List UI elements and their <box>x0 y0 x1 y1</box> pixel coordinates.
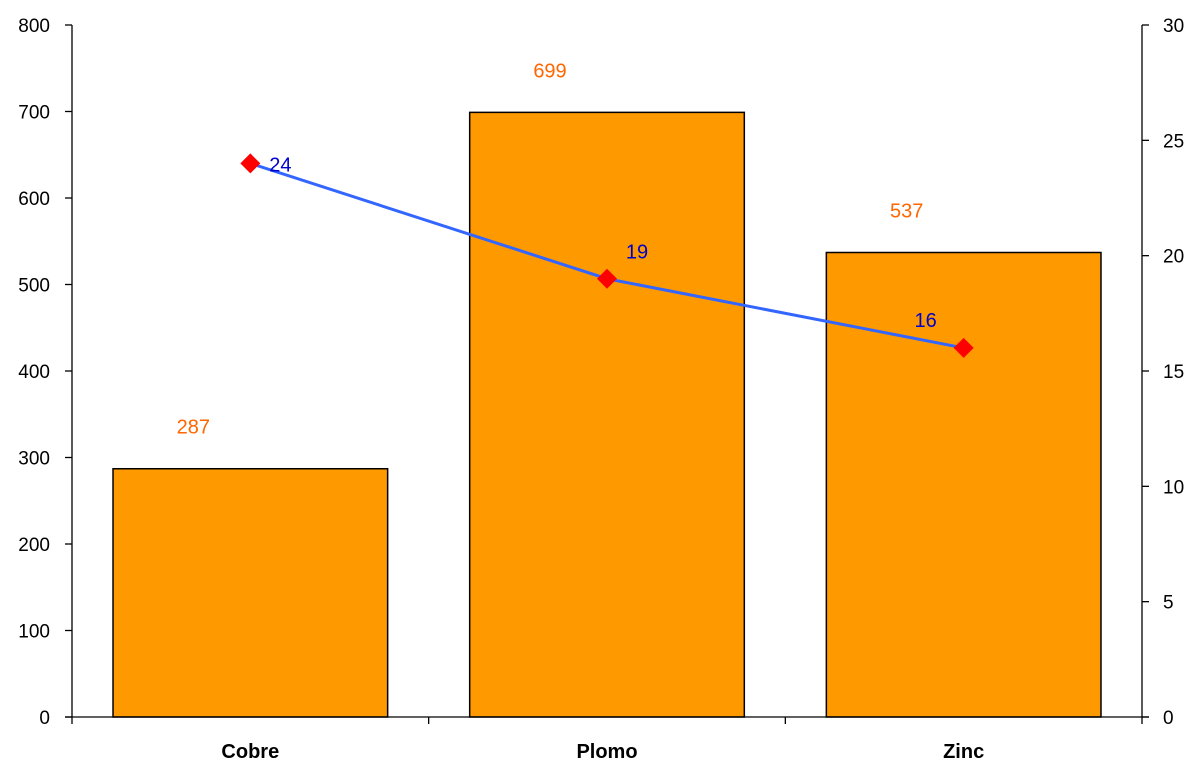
category-label: Plomo <box>576 741 637 763</box>
line-value-label: 24 <box>269 154 291 176</box>
left-tick-label: 500 <box>18 276 50 297</box>
right-tick-label: 5 <box>1163 593 1174 614</box>
bar-plomo <box>468 111 746 718</box>
line-marker <box>953 337 974 358</box>
data-labels: 287 699 537 24 19 16 <box>177 60 937 438</box>
left-tick-label: 700 <box>18 103 50 124</box>
line-marker <box>240 153 261 174</box>
right-tick-label: 0 <box>1163 708 1174 729</box>
bar-value-label: 699 <box>533 60 566 82</box>
right-tick-label: 30 <box>1163 16 1184 37</box>
line-value-label: 19 <box>626 242 648 264</box>
bar-series <box>112 111 1102 718</box>
right-tick-label: 15 <box>1163 362 1184 383</box>
line-marker <box>597 268 617 289</box>
left-tick-label: 800 <box>18 16 50 37</box>
line-value-label: 16 <box>915 310 937 332</box>
right-tick-label: 20 <box>1163 247 1184 268</box>
category-label: Cobre <box>221 741 279 763</box>
bar-cobre <box>112 467 389 718</box>
left-tick-label: 600 <box>18 189 50 210</box>
left-tick-label: 200 <box>18 535 50 556</box>
right-tick-label: 10 <box>1163 477 1184 498</box>
category-label: Zinc <box>943 741 984 763</box>
left-tick-label: 0 <box>39 708 50 729</box>
line-series <box>240 153 974 358</box>
axes: 0 100 200 300 400 500 600 700 800 0 5 10 15 20 25 30 Cob… <box>18 16 1184 763</box>
bar-value-label: 287 <box>177 417 210 439</box>
left-tick-label: 400 <box>18 362 50 383</box>
bar-value-label: 537 <box>890 200 923 222</box>
left-tick-label: 100 <box>18 622 50 643</box>
left-tick-label: 300 <box>18 449 50 470</box>
right-tick-label: 25 <box>1163 131 1184 152</box>
bar-zinc <box>825 251 1102 718</box>
